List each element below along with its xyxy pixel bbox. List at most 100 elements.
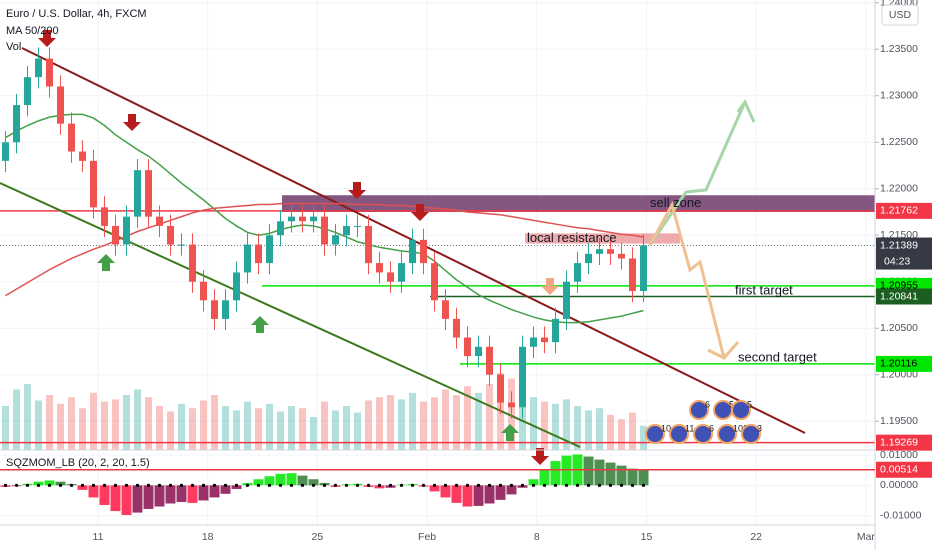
event-icon[interactable] — [645, 424, 665, 444]
candle-body — [277, 221, 284, 236]
momentum-bar — [143, 485, 154, 509]
volume-bar — [420, 401, 427, 450]
candle-body — [145, 170, 152, 217]
momentum-bar — [594, 459, 605, 486]
candle-body — [574, 263, 581, 282]
squeeze-dot — [3, 483, 8, 487]
squeeze-dot — [333, 483, 338, 487]
volume-bar — [79, 408, 86, 450]
volume-bar — [464, 386, 471, 450]
x-tick-label: 15 — [641, 531, 653, 543]
volume-bar — [24, 384, 31, 450]
candle-body — [134, 170, 141, 217]
event-icon[interactable] — [741, 424, 761, 444]
event-count: 10 — [661, 423, 671, 433]
squeeze-dot — [432, 483, 437, 487]
event-icon[interactable] — [669, 424, 689, 444]
momentum-bar — [176, 485, 187, 502]
momentum-bar — [627, 468, 638, 486]
momentum-bar — [506, 485, 517, 495]
volume-bar — [585, 410, 592, 450]
candle-body — [618, 253, 625, 259]
candle-body — [387, 272, 394, 282]
x-tick-label: 8 — [534, 531, 540, 543]
buy-arrows — [97, 254, 519, 441]
projection-up — [648, 101, 747, 246]
currency-box[interactable] — [881, 4, 919, 26]
candle-body — [112, 225, 119, 245]
sell-arrow — [348, 182, 366, 199]
squeeze-dot — [509, 483, 514, 487]
event-icon[interactable] — [717, 424, 737, 444]
squeeze-dot — [25, 483, 30, 487]
event-icon[interactable] — [731, 400, 751, 420]
sell-arrow — [411, 204, 429, 221]
candle-body — [288, 216, 295, 222]
level-price: 0.00514 — [880, 464, 918, 476]
projection-arrowhead — [736, 98, 756, 123]
x-tick-label: 11 — [93, 531, 104, 543]
candle-body — [508, 402, 515, 408]
squeeze-dot — [91, 483, 96, 487]
squeeze-dot — [102, 483, 107, 487]
indicator-label: MA 50/200 — [6, 25, 59, 37]
momentum-bar — [209, 485, 220, 498]
projection-arrowhead — [707, 341, 740, 360]
squeeze-dot — [223, 483, 228, 487]
squeeze-dot — [531, 483, 536, 487]
candle-body — [519, 346, 526, 408]
candle-body — [299, 216, 306, 222]
squeeze-dot — [168, 483, 173, 487]
squeeze-dot — [234, 483, 239, 487]
candle-body — [2, 142, 9, 161]
volume-bar — [431, 397, 438, 450]
volume-bar — [134, 389, 141, 450]
level-price: 1.20841 — [880, 290, 918, 302]
y-tick-label: 0.00000 — [880, 479, 918, 491]
squeeze-dot — [454, 483, 459, 487]
volume-bar — [123, 395, 130, 450]
annotation-layer: sell zone local resistance first target sec… — [527, 195, 817, 364]
squeeze-dot — [69, 483, 74, 487]
candle-body — [46, 58, 53, 87]
momentum-bar — [264, 476, 275, 486]
volume-bar — [343, 406, 350, 450]
candle-body — [420, 239, 427, 264]
event-icon[interactable] — [693, 424, 713, 444]
y-tick-label: 1.24000 — [880, 0, 918, 9]
squeeze-dot — [399, 483, 404, 487]
volume-bar — [277, 411, 284, 450]
volume-bar — [354, 412, 361, 450]
axis-layer: 1.195001.200001.205001.210001.215001.220… — [93, 0, 932, 543]
momentum-bar — [473, 485, 484, 506]
target-label: second target — [738, 349, 817, 364]
squeeze-dot — [80, 483, 85, 487]
candle-body — [79, 151, 86, 161]
candle-body — [365, 225, 372, 264]
candle-body — [101, 207, 108, 226]
volume-bar — [607, 414, 614, 450]
volume-bar — [387, 395, 394, 450]
volume-bar — [266, 403, 273, 450]
momentum-bar — [495, 485, 506, 500]
squeeze-dot — [465, 483, 470, 487]
volume-bar — [145, 397, 152, 450]
volume-bar — [233, 410, 240, 450]
sell-arrow — [38, 30, 56, 47]
sell-arrow — [123, 114, 141, 131]
squeeze-dot — [630, 483, 635, 487]
squeeze-dot — [355, 483, 360, 487]
squeeze-dot — [146, 483, 151, 487]
squeeze-dot — [443, 483, 448, 487]
level-price-box — [876, 434, 932, 451]
sell-arrows — [38, 30, 549, 465]
momentum-bar — [187, 485, 198, 503]
momentum-bar — [275, 473, 286, 486]
momentum-bar — [429, 485, 440, 492]
event-icon[interactable] — [689, 400, 709, 420]
momentum-bar — [110, 485, 121, 512]
x-tick-label: Mar — [857, 531, 876, 543]
level-price-box — [876, 288, 932, 305]
level-price: 1.21762 — [880, 205, 918, 217]
